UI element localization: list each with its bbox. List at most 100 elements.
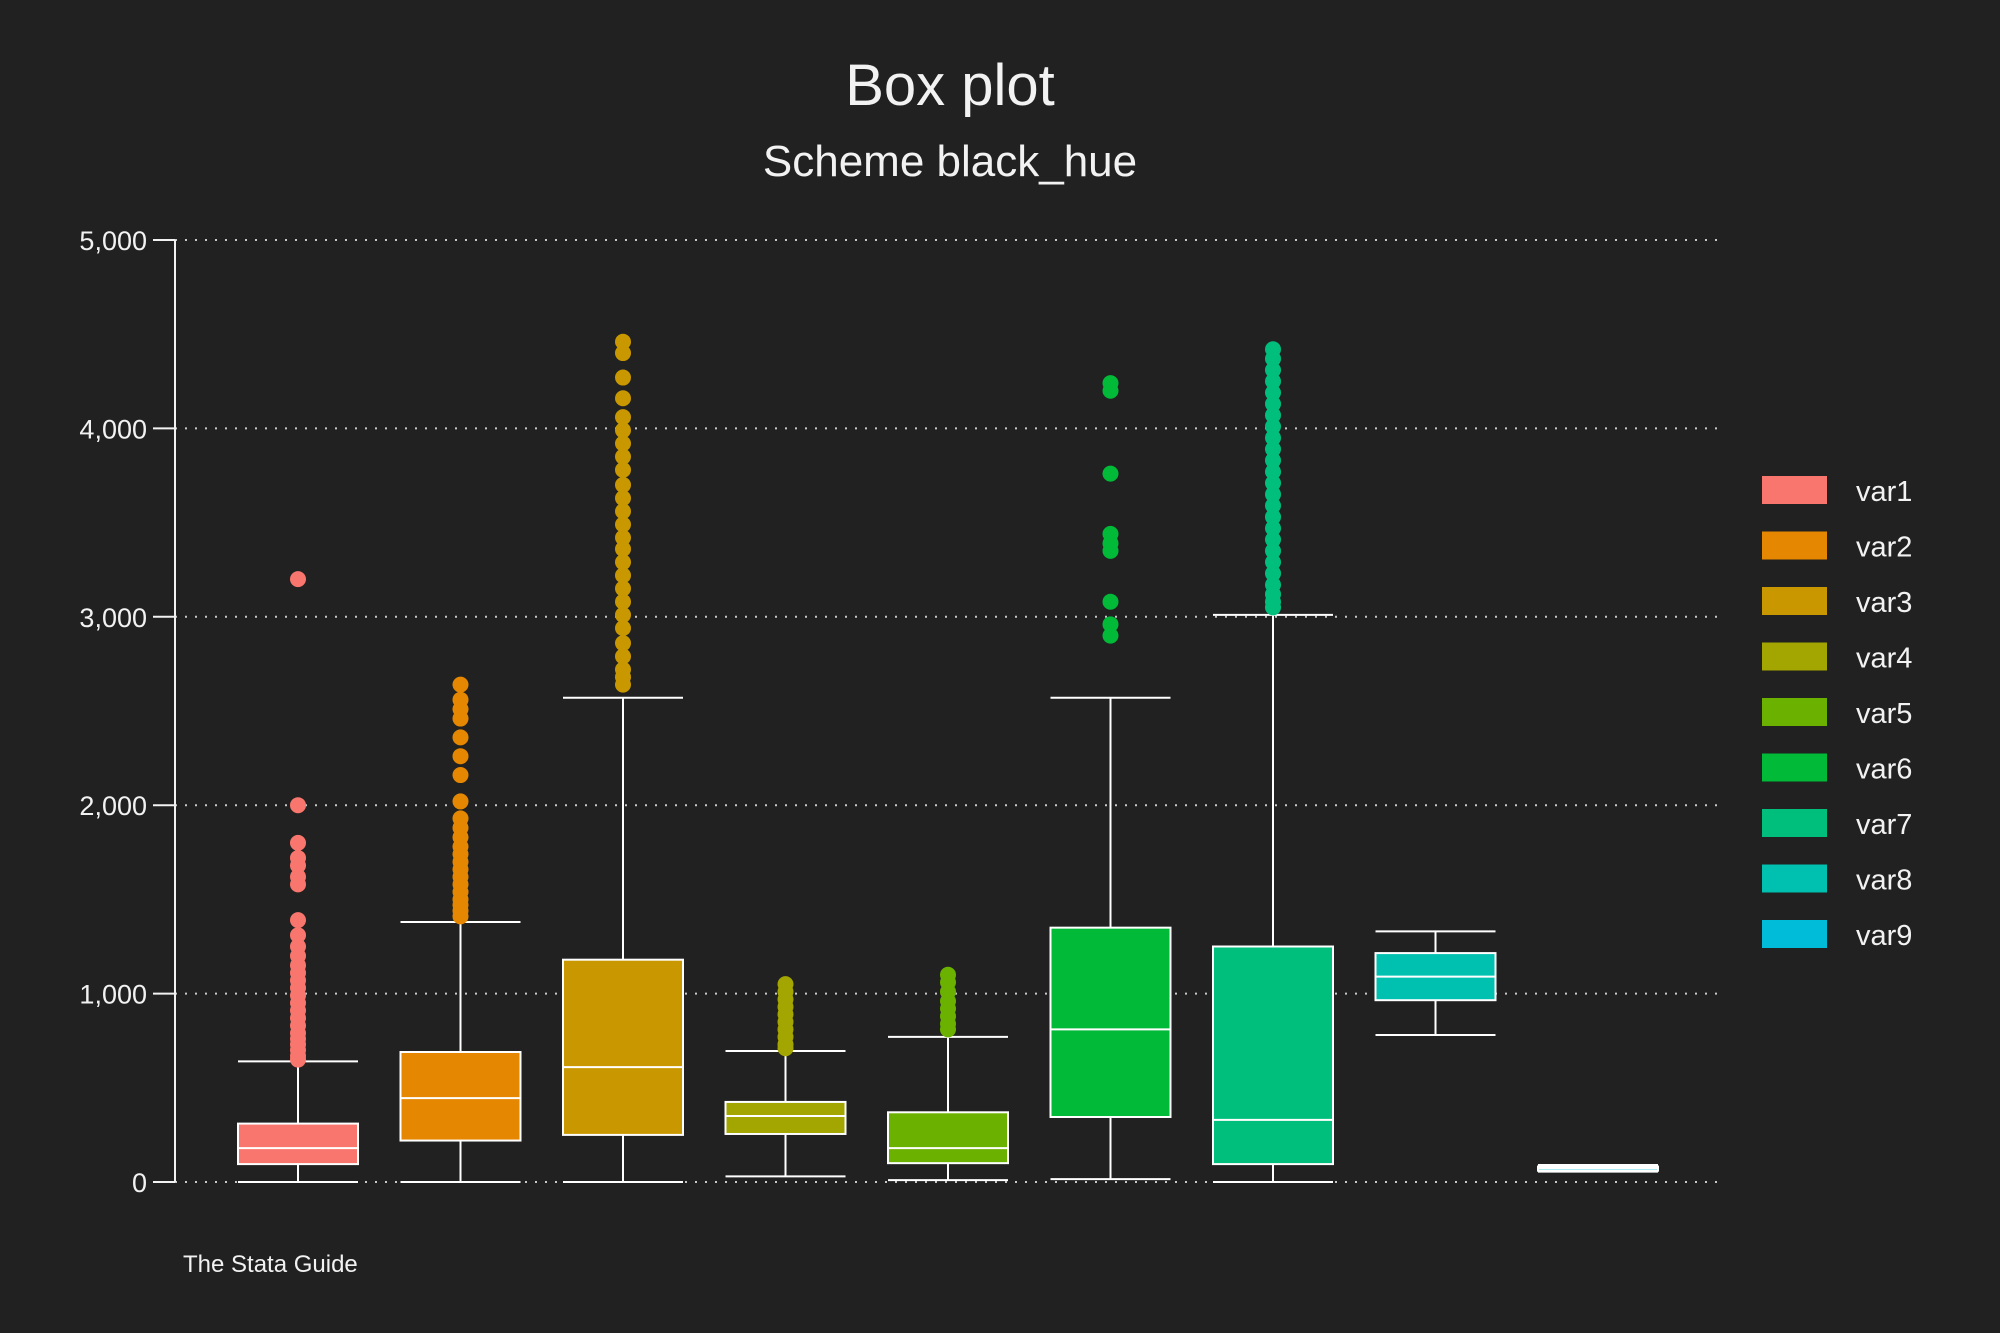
plot-area <box>237 333 1659 1183</box>
legend-swatch-var1 <box>1762 476 1827 504</box>
outlier-point <box>1265 463 1281 480</box>
box-var2 <box>399 676 522 1183</box>
legend: var1 var2 var3 var4 var5 var6 var7 var8 var9 <box>1762 476 1912 952</box>
outlier-point <box>615 490 631 507</box>
outlier-point <box>452 908 469 925</box>
y-tick-label: 1,000 <box>79 980 147 1010</box>
outlier-point <box>940 1021 956 1038</box>
outlier-point <box>615 676 631 693</box>
legend-swatch-var7 <box>1762 809 1827 837</box>
outlier-point <box>1265 350 1281 367</box>
outlier-point <box>1265 441 1281 458</box>
outlier-point <box>615 554 631 571</box>
outlier-point <box>290 1051 306 1068</box>
outlier-point <box>777 1040 794 1057</box>
legend-swatch-var9 <box>1762 920 1827 948</box>
outlier-point <box>1265 418 1281 435</box>
outlier-point <box>615 540 631 557</box>
outlier-point <box>452 793 469 810</box>
outlier-point <box>1265 361 1281 378</box>
outlier-point <box>615 635 631 652</box>
chart-title: Box plot <box>845 53 1055 118</box>
outlier-point <box>1265 384 1281 401</box>
outlier-point <box>615 435 631 452</box>
outlier-point <box>1265 429 1281 446</box>
y-tick-label: 4,000 <box>79 414 147 444</box>
box-var4 <box>724 976 847 1178</box>
box-iqr <box>237 1122 359 1166</box>
box-var3 <box>562 333 684 1183</box>
legend-swatch-var3 <box>1762 587 1827 615</box>
legend-label-var4: var4 <box>1856 643 1912 675</box>
outlier-point <box>1265 531 1281 548</box>
box-iqr <box>1049 926 1172 1119</box>
box-iqr <box>887 1111 1009 1165</box>
outlier-point <box>290 834 306 851</box>
box-var8 <box>1374 930 1497 1037</box>
outlier-point <box>615 461 631 478</box>
outlier-point <box>1265 497 1281 514</box>
outlier-point <box>1265 486 1281 503</box>
outlier-point <box>1265 475 1281 492</box>
outlier-point <box>452 710 469 727</box>
outlier-point <box>1265 554 1281 571</box>
box-iqr <box>562 958 684 1136</box>
y-tick-label: 0 <box>132 1168 147 1198</box>
outlier-point <box>290 927 306 944</box>
y-axis: 0 1,000 2,000 3,000 4,000 5,000 <box>79 226 176 1198</box>
outlier-point <box>615 529 631 546</box>
outlier-point <box>1102 382 1119 399</box>
box-iqr <box>1212 945 1334 1166</box>
y-tick-label: 2,000 <box>79 791 147 821</box>
outlier-point <box>1265 520 1281 537</box>
outlier-point <box>615 606 631 623</box>
outlier-point <box>290 876 306 893</box>
legend-label-var2: var2 <box>1856 532 1912 564</box>
box-var7 <box>1212 341 1334 1183</box>
outlier-point <box>615 369 631 386</box>
legend-label-var6: var6 <box>1856 754 1912 786</box>
outlier-point <box>1265 565 1281 582</box>
outlier-point <box>290 912 306 929</box>
outlier-point <box>615 580 631 597</box>
outlier-point <box>615 593 631 610</box>
box-iqr <box>399 1051 522 1142</box>
outlier-point <box>1265 508 1281 525</box>
outlier-point <box>615 409 631 426</box>
outlier-point <box>615 620 631 637</box>
chart-note: The Stata Guide <box>183 1251 358 1278</box>
outlier-point <box>1102 465 1119 482</box>
legend-label-var9: var9 <box>1856 920 1912 952</box>
outlier-point <box>452 729 469 746</box>
legend-label-var5: var5 <box>1856 698 1912 730</box>
legend-label-var3: var3 <box>1856 587 1912 619</box>
box-var9 <box>1537 1164 1659 1173</box>
outlier-point <box>615 503 631 520</box>
box-var5 <box>887 966 1009 1182</box>
legend-label-var1: var1 <box>1856 476 1912 508</box>
legend-swatch-var8 <box>1762 864 1827 893</box>
y-tick-label: 5,000 <box>79 226 147 256</box>
legend-label-var7: var7 <box>1856 809 1912 841</box>
outlier-point <box>1102 542 1119 559</box>
outlier-point <box>615 345 631 362</box>
outlier-point <box>290 571 306 588</box>
outlier-point <box>1265 599 1281 616</box>
box-iqr <box>724 1100 847 1135</box>
outlier-point <box>452 676 469 693</box>
outlier-point <box>615 390 631 407</box>
outlier-point <box>615 567 631 584</box>
y-tick-label: 3,000 <box>79 603 147 633</box>
box-var6 <box>1049 375 1172 1181</box>
outlier-point <box>1265 395 1281 412</box>
legend-swatch-var2 <box>1762 531 1827 560</box>
legend-swatch-var5 <box>1762 698 1827 726</box>
outlier-point <box>1265 542 1281 559</box>
outlier-point <box>1265 407 1281 424</box>
outlier-point <box>1265 373 1281 390</box>
legend-swatch-var6 <box>1762 753 1827 782</box>
outlier-point <box>615 422 631 439</box>
outlier-point <box>1102 593 1119 610</box>
